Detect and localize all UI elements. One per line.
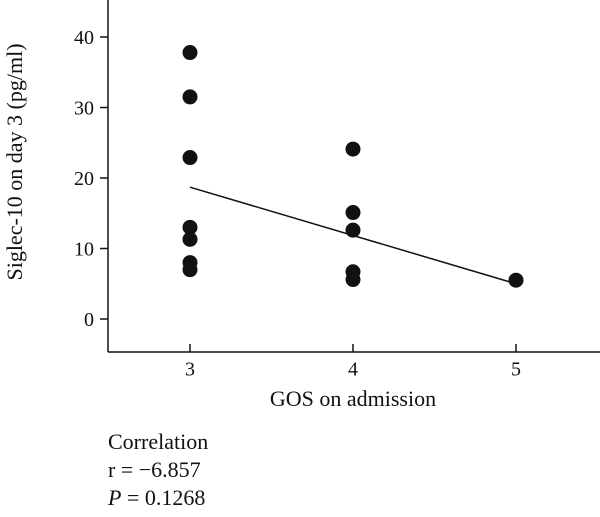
x-tick-label: 4: [348, 359, 358, 381]
correlation-stats: Correlation r = −6.857 P = 0.1268: [108, 428, 208, 512]
y-axis-title: Siglec-10 on day 3 (pg/ml): [2, 43, 27, 280]
data-point: [182, 231, 198, 247]
correlation-p-value-line: P = 0.1268: [108, 484, 208, 512]
y-tick-label: 0: [84, 309, 94, 331]
data-point: [345, 205, 361, 221]
correlation-r-value: r = −6.857: [108, 457, 201, 482]
x-tick-label: 3: [185, 359, 195, 381]
y-tick-label: 30: [74, 98, 94, 120]
data-point: [345, 141, 361, 157]
p-symbol: P: [108, 485, 122, 510]
data-point: [182, 45, 198, 61]
y-axis: 0 10 20 30 40: [74, 0, 109, 352]
y-tick-label: 20: [74, 168, 94, 190]
data-point: [182, 219, 198, 235]
data-point: [182, 89, 198, 105]
x-axis-title: GOS on admission: [270, 386, 436, 411]
data-point: [182, 262, 198, 278]
x-axis: 3 4 5: [108, 344, 600, 381]
data-point: [182, 150, 198, 166]
data-point: [345, 222, 361, 238]
y-tick-label: 40: [74, 27, 94, 49]
x-tick-label: 5: [511, 359, 521, 381]
data-point: [345, 272, 361, 288]
p-value: = 0.1268: [121, 485, 206, 510]
data-point: [508, 272, 524, 288]
correlation-heading: Correlation: [108, 429, 209, 454]
y-tick-label: 10: [74, 239, 94, 261]
